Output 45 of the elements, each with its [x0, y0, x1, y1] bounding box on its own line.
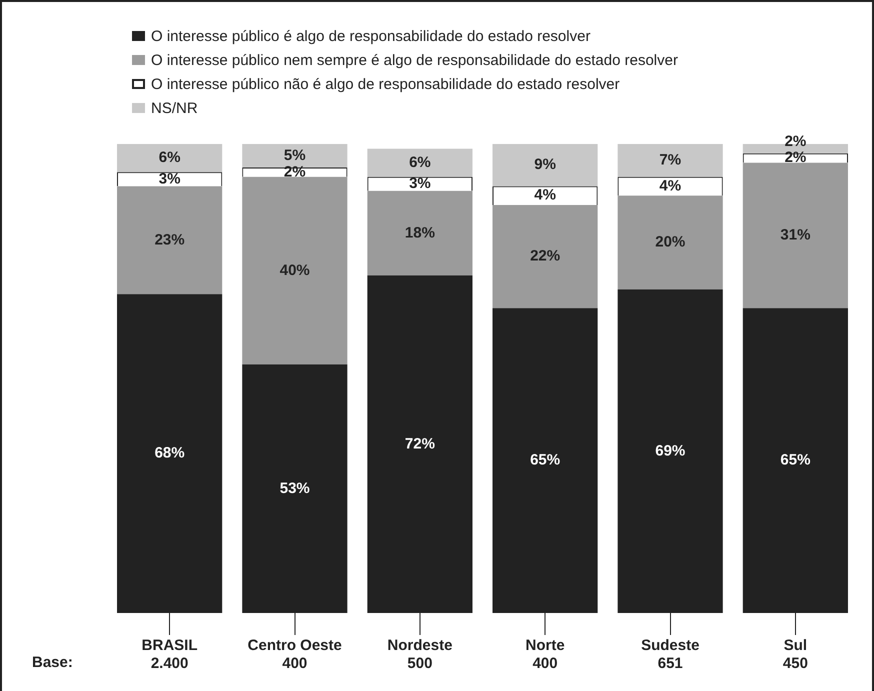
- data-label: 3%: [158, 170, 180, 188]
- data-label: 53%: [280, 480, 310, 497]
- data-label: 65%: [780, 452, 810, 469]
- x-tick-label: BRASIL 2.400: [142, 637, 198, 672]
- data-label: 2%: [784, 133, 806, 150]
- x-tick-label: Centro Oeste 400: [248, 637, 342, 672]
- data-label: 7%: [659, 152, 682, 169]
- data-label: 22%: [530, 248, 560, 265]
- text: Base:: [32, 654, 73, 672]
- data-label: 72%: [404, 435, 435, 452]
- data-label: 65%: [530, 452, 560, 469]
- bar: [367, 148, 472, 177]
- data-label: 20%: [655, 234, 686, 251]
- legend-label: O interesse público não é algo de responsabilidade do estado resolver: [151, 76, 620, 92]
- data-label: 4%: [659, 177, 682, 194]
- data-label: 6%: [158, 149, 180, 166]
- data-label: 3%: [409, 175, 431, 192]
- x-tick-label: Nordeste 500: [387, 637, 452, 672]
- data-label: 68%: [154, 444, 185, 462]
- bar: [492, 204, 598, 308]
- data-label: 5%: [284, 146, 306, 164]
- data-label: 31%: [780, 226, 810, 244]
- legend-label: O interesse público nem sempre é algo de responsabilidade do estado resolver: [151, 52, 678, 68]
- bar: [618, 196, 723, 290]
- bar: [117, 186, 222, 294]
- data-label: 23%: [154, 231, 185, 248]
- bar: [742, 162, 848, 308]
- legend-label: NS/NR: [151, 100, 198, 116]
- bar: [367, 190, 472, 276]
- x-tick-label: Norte 400: [525, 637, 565, 672]
- data-label: 4%: [534, 186, 556, 204]
- data-label: 6%: [409, 154, 431, 171]
- bar: [618, 144, 723, 177]
- data-label: 40%: [280, 262, 310, 279]
- data-label: 69%: [655, 442, 686, 460]
- bar: [242, 144, 348, 168]
- x-tick-label: Sul 450: [782, 637, 808, 672]
- data-label: 2%: [784, 149, 806, 166]
- data-label: 9%: [534, 156, 556, 174]
- bar: [117, 144, 222, 172]
- legend-label: O interesse público é algo de responsabilidade do estado resolver: [151, 28, 590, 44]
- x-tick-label: Sudeste 651: [641, 637, 700, 672]
- bar: [242, 176, 348, 364]
- data-label: 18%: [404, 224, 435, 242]
- bar: [492, 144, 598, 186]
